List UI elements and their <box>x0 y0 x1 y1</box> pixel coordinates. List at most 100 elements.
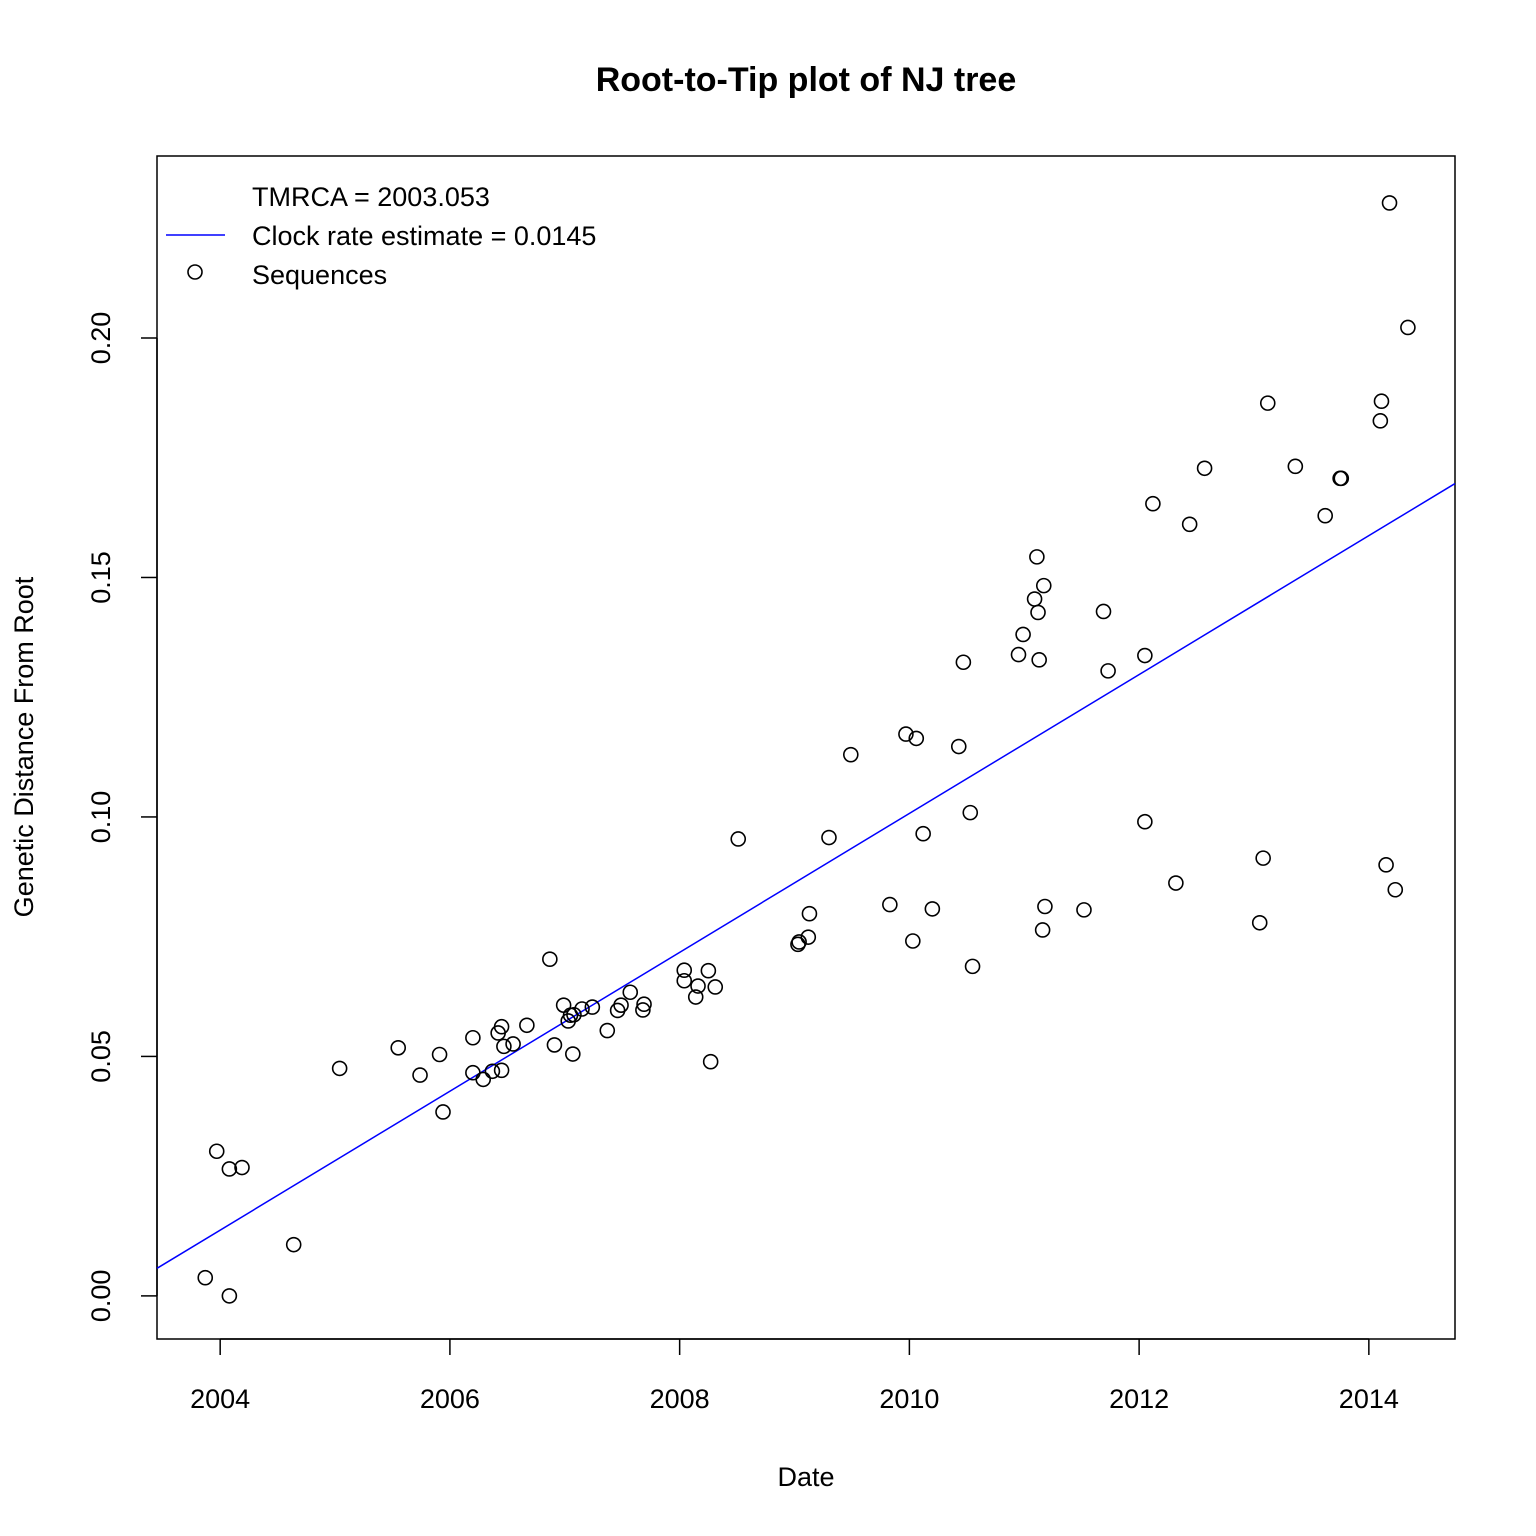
x-tick-label-2014: 2014 <box>1339 1384 1399 1414</box>
data-point <box>1100 663 1116 679</box>
data-point <box>1255 850 1271 866</box>
data-point <box>622 984 639 1001</box>
data-point <box>635 1002 651 1018</box>
data-point <box>1168 875 1184 891</box>
data-point <box>390 1040 407 1056</box>
data-point <box>905 933 921 949</box>
data-point <box>1387 881 1404 898</box>
data-point <box>1381 195 1398 211</box>
x-axis-label: Date <box>777 1462 834 1492</box>
data-point <box>1031 652 1047 668</box>
data-point <box>1137 647 1153 664</box>
legend-entry-tmrca: TMRCA = 2003.053 <box>252 182 490 212</box>
data-point <box>566 1006 582 1023</box>
data-point <box>546 1037 563 1053</box>
data-point <box>1287 458 1304 475</box>
data-point <box>465 1029 481 1046</box>
data-point <box>1034 922 1051 938</box>
data-point <box>221 1161 238 1177</box>
x-tick-label-2004: 2004 <box>190 1384 250 1414</box>
data-point <box>331 1060 348 1077</box>
data-point <box>208 1143 225 1160</box>
chart-title: Root-to-Tip plot of NJ tree <box>596 61 1017 99</box>
data-point <box>234 1159 250 1176</box>
data-point <box>574 1001 590 1017</box>
data-point <box>700 962 717 979</box>
data-point <box>1145 495 1161 512</box>
data-point <box>1015 626 1031 643</box>
data-point <box>950 738 967 755</box>
data-point <box>707 979 724 995</box>
x-tick-label-2012: 2012 <box>1109 1384 1169 1414</box>
data-point <box>493 1018 510 1035</box>
data-point <box>676 962 693 979</box>
data-point <box>1035 577 1052 594</box>
data-point <box>1181 516 1198 533</box>
y-tick-label-0.15: 0.15 <box>86 551 116 604</box>
plot-frame <box>156 155 1456 1340</box>
data-point <box>493 1062 510 1079</box>
data-point <box>542 951 558 967</box>
data-point <box>908 730 925 747</box>
data-point <box>690 978 706 994</box>
y-tick-label-0.20: 0.20 <box>86 312 116 365</box>
data-point <box>1373 393 1390 410</box>
data-point <box>1076 902 1092 918</box>
data-point <box>687 989 704 1005</box>
data-point <box>435 1104 451 1120</box>
data-point <box>1372 413 1389 429</box>
data-point <box>962 804 979 821</box>
y-tick-label-0.00: 0.00 <box>86 1270 116 1323</box>
data-point <box>1259 395 1276 411</box>
data-point <box>599 1022 616 1039</box>
data-point <box>1400 319 1416 336</box>
data-point <box>565 1046 581 1062</box>
y-axis-label: Genetic Distance From Root <box>9 576 39 917</box>
data-point <box>955 654 972 671</box>
data-point <box>915 825 931 842</box>
data-point <box>791 934 807 950</box>
data-point <box>1378 857 1394 873</box>
data-point <box>221 1288 238 1304</box>
data-point <box>1026 591 1043 607</box>
data-point <box>1030 604 1046 621</box>
data-point <box>801 905 818 922</box>
data-point <box>1196 460 1213 477</box>
data-point <box>636 996 652 1013</box>
data-point <box>800 929 817 945</box>
y-axis: 0.00 0.05 0.10 0.15 0.20 <box>86 312 158 1323</box>
data-point <box>1317 507 1333 524</box>
data-point <box>1333 470 1350 487</box>
data-point <box>1251 914 1268 931</box>
data-point <box>730 831 747 847</box>
data-point <box>197 1269 214 1286</box>
data-point <box>431 1046 448 1063</box>
legend-entry-sequences: Sequences <box>252 260 387 290</box>
data-point <box>1037 898 1053 915</box>
legend: TMRCA = 2003.053 Clock rate estimate = 0… <box>166 182 596 290</box>
data-point <box>519 1017 535 1034</box>
data-point <box>505 1036 521 1052</box>
data-point <box>285 1236 302 1253</box>
data-point <box>842 746 859 763</box>
data-point <box>613 997 629 1013</box>
data-point <box>676 972 693 989</box>
data-point <box>1137 813 1153 830</box>
y-tick-label-0.05: 0.05 <box>86 1030 116 1083</box>
data-point <box>1095 603 1112 620</box>
data-point <box>821 829 837 846</box>
data-point <box>964 958 981 975</box>
data-point <box>496 1038 512 1055</box>
data-point <box>924 901 941 917</box>
data-points <box>197 195 1416 1304</box>
y-tick-label-0.10: 0.10 <box>86 791 116 844</box>
data-point <box>475 1071 492 1088</box>
data-point <box>412 1067 428 1083</box>
x-tick-label-2010: 2010 <box>879 1384 939 1414</box>
legend-entry-clock-rate: Clock rate estimate = 0.0145 <box>252 221 596 251</box>
x-tick-label-2008: 2008 <box>650 1384 710 1414</box>
data-point <box>584 999 601 1015</box>
data-point <box>1010 646 1027 663</box>
x-axis: 2004 2006 2008 2010 2012 2014 <box>190 1338 1399 1414</box>
